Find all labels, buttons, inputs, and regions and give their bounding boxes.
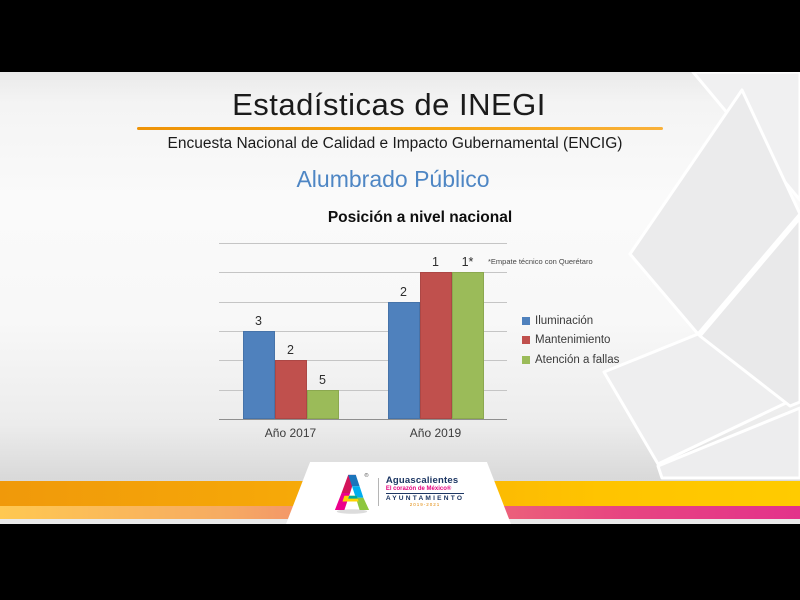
page-title: Estadísticas de INEGI [232, 87, 546, 122]
legend-item: Iluminación [522, 311, 619, 331]
legend-label: Iluminación [535, 314, 594, 327]
logo-slogan: El corazón de México® [385, 485, 452, 492]
slide-subtitle: Encuesta Nacional de Calidad e Impacto G… [167, 135, 623, 152]
legend-item: Atención a fallas [522, 350, 619, 370]
presentation-slide: Estadísticas de INEGI Encuesta Nacional … [0, 72, 800, 524]
chart-title: Posición a nivel nacional [327, 209, 513, 226]
legend-swatch-icon [522, 336, 530, 345]
gridline [219, 243, 507, 244]
bar-value-label: 2 [287, 343, 294, 358]
bar-value-label: 3 [255, 314, 262, 328]
bar-atención-a-fallas-año-2019 [451, 272, 484, 419]
gridline [219, 389, 507, 391]
gridline [219, 360, 507, 362]
gridline [219, 331, 507, 332]
footer-logo-plate: ® Aguascalientes El corazón de México® A… [286, 462, 511, 524]
bar-value-label: 2 [400, 284, 407, 299]
gridline [219, 272, 507, 274]
letterbox-top [0, 0, 800, 72]
legend-label: Atención a fallas [535, 353, 620, 366]
chart-legend: Iluminación Mantenimiento Atención a falla… [522, 311, 619, 370]
category-label-año-2019: Año 2019 [409, 426, 462, 440]
logo-city-name: Aguascalientes [385, 474, 459, 486]
bar-mantenimiento-año-2019 [419, 272, 452, 419]
legend-label: Mantenimiento [535, 334, 611, 347]
title-underline [137, 127, 663, 130]
logo-divider [377, 478, 379, 506]
logo-period: 2019-2021 [409, 502, 441, 508]
gridline [219, 301, 507, 303]
bar-iluminación-año-2017 [242, 331, 275, 419]
registered-mark: ® [364, 472, 369, 479]
bar-mantenimiento-año-2017 [274, 360, 307, 419]
bar-value-label: 1 [432, 255, 439, 270]
letterbox-bottom [0, 524, 800, 600]
chart-annotation: *Empate técnico con Querétaro [488, 257, 593, 266]
bar-value-label: 1* [461, 255, 474, 270]
legend-item: Mantenimiento [522, 331, 619, 351]
category-label-año-2017: Año 2017 [264, 426, 317, 440]
bar-value-label: 5 [319, 372, 326, 387]
x-axis-baseline [219, 419, 507, 420]
legend-swatch-icon [522, 355, 530, 364]
chart-plot: 3 2 2 1 5 1* Año 2017 Año 2019 [219, 243, 507, 440]
bar-atención-a-fallas-año-2017 [306, 389, 339, 419]
logo-ayuntamiento: AYUNTAMIENTO [385, 493, 465, 503]
aguascalientes-a-logo-icon: ® [334, 472, 369, 514]
legend-swatch-icon [522, 316, 530, 325]
bar-iluminación-año-2019 [387, 301, 420, 419]
logo-text: Aguascalientes El corazón de México® AYU… [385, 474, 465, 509]
section-heading: Alumbrado Público [296, 166, 490, 192]
footer-logo: ® Aguascalientes El corazón de México® A… [333, 469, 465, 515]
